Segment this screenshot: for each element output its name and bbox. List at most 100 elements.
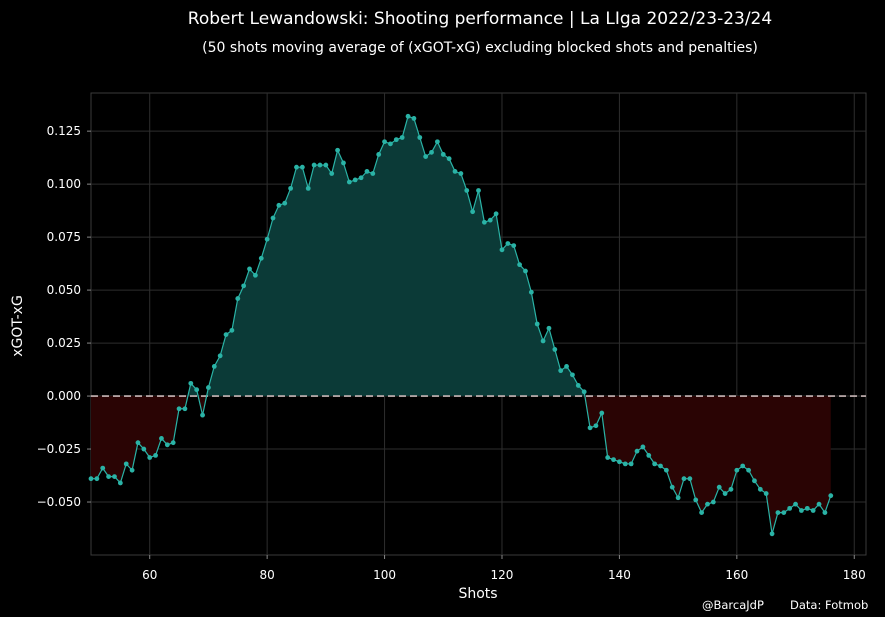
data-point xyxy=(611,457,616,463)
data-point xyxy=(640,444,646,450)
data-point xyxy=(493,211,499,217)
data-point xyxy=(252,272,258,278)
data-point xyxy=(206,385,211,390)
data-point xyxy=(722,491,728,496)
data-point xyxy=(581,389,587,395)
data-point xyxy=(693,497,699,503)
data-point xyxy=(123,461,129,467)
data-point xyxy=(699,510,705,516)
data-point xyxy=(734,467,740,473)
data-point xyxy=(446,156,452,162)
data-point xyxy=(106,474,112,479)
data-point xyxy=(575,383,581,388)
data-point xyxy=(769,531,775,537)
data-point xyxy=(229,327,235,333)
data-point xyxy=(388,141,393,147)
x-axis-ticks: 60 80 100 120 140 160 180 xyxy=(142,555,866,582)
data-point xyxy=(170,440,176,446)
data-point xyxy=(440,152,446,157)
data-point xyxy=(464,188,470,193)
data-point xyxy=(740,463,746,469)
data-point xyxy=(681,476,687,482)
negative-area xyxy=(584,396,831,534)
data-point xyxy=(176,406,182,412)
x-tick-label: 120 xyxy=(491,568,514,582)
data-point xyxy=(634,448,640,454)
data-point xyxy=(822,510,828,516)
data-point xyxy=(617,459,622,465)
data-point xyxy=(534,321,540,327)
data-point xyxy=(435,139,440,145)
data-point xyxy=(288,185,294,191)
data-point xyxy=(476,188,481,193)
data-point xyxy=(276,202,282,208)
y-axis-label: xGOT-xG xyxy=(10,295,26,357)
data-point xyxy=(787,505,793,511)
data-point xyxy=(323,162,329,168)
y-tick-label: 0.075 xyxy=(47,230,81,244)
data-point xyxy=(757,486,763,492)
series-markers xyxy=(88,113,834,537)
data-point xyxy=(511,243,517,248)
data-point xyxy=(658,463,663,469)
data-point xyxy=(417,135,423,140)
x-tick-label: 160 xyxy=(725,568,748,582)
data-point xyxy=(159,436,164,441)
data-point xyxy=(599,410,605,416)
data-point xyxy=(687,476,693,482)
data-point xyxy=(481,219,487,225)
data-point xyxy=(458,171,464,176)
data-point xyxy=(423,154,429,159)
data-point xyxy=(775,510,781,516)
data-point xyxy=(570,372,575,378)
data-point xyxy=(341,160,346,166)
data-point xyxy=(763,491,769,496)
data-point xyxy=(628,461,634,467)
data-point xyxy=(153,452,158,458)
data-point xyxy=(705,501,710,507)
data-point xyxy=(188,380,194,386)
data-point xyxy=(88,476,94,482)
data-point xyxy=(587,425,593,431)
data-point xyxy=(816,501,822,507)
y-axis-ticks: −0.050 −0.025 0.000 0.025 0.050 0.075 0.100 0.1… xyxy=(37,124,91,509)
data-point xyxy=(311,162,317,168)
data-point xyxy=(752,478,757,484)
plot-frame xyxy=(90,92,867,556)
data-point xyxy=(452,169,458,174)
positive-area xyxy=(206,116,585,397)
data-point xyxy=(182,406,188,412)
data-point xyxy=(558,368,564,374)
negative-area xyxy=(91,396,188,483)
data-point xyxy=(241,283,247,289)
data-point xyxy=(540,338,546,344)
data-point xyxy=(781,510,787,516)
y-tick-label: −0.025 xyxy=(37,442,81,456)
data-point xyxy=(828,493,834,499)
data-point xyxy=(223,332,229,337)
data-point xyxy=(804,505,810,511)
data-point xyxy=(217,353,223,359)
x-tick-label: 100 xyxy=(373,568,396,582)
data-point xyxy=(652,461,658,467)
data-point xyxy=(258,255,264,261)
plot-area xyxy=(88,92,867,556)
data-point xyxy=(112,474,117,479)
data-point xyxy=(810,508,816,513)
data-point xyxy=(264,236,270,242)
data-point xyxy=(517,262,522,268)
data-point xyxy=(564,363,569,369)
data-point xyxy=(305,185,311,191)
data-point xyxy=(270,215,276,221)
data-point xyxy=(605,455,611,460)
data-point xyxy=(352,177,358,183)
data-point xyxy=(523,268,528,274)
x-tick-label: 140 xyxy=(608,568,631,582)
negative-area xyxy=(198,396,207,416)
data-point xyxy=(376,152,382,157)
data-point xyxy=(164,442,170,448)
y-tick-label: 0.125 xyxy=(47,124,81,138)
chart-subtitle: (50 shots moving average of (xGOT-xG) ex… xyxy=(202,40,758,56)
data-point xyxy=(282,200,288,206)
data-point xyxy=(141,446,147,452)
